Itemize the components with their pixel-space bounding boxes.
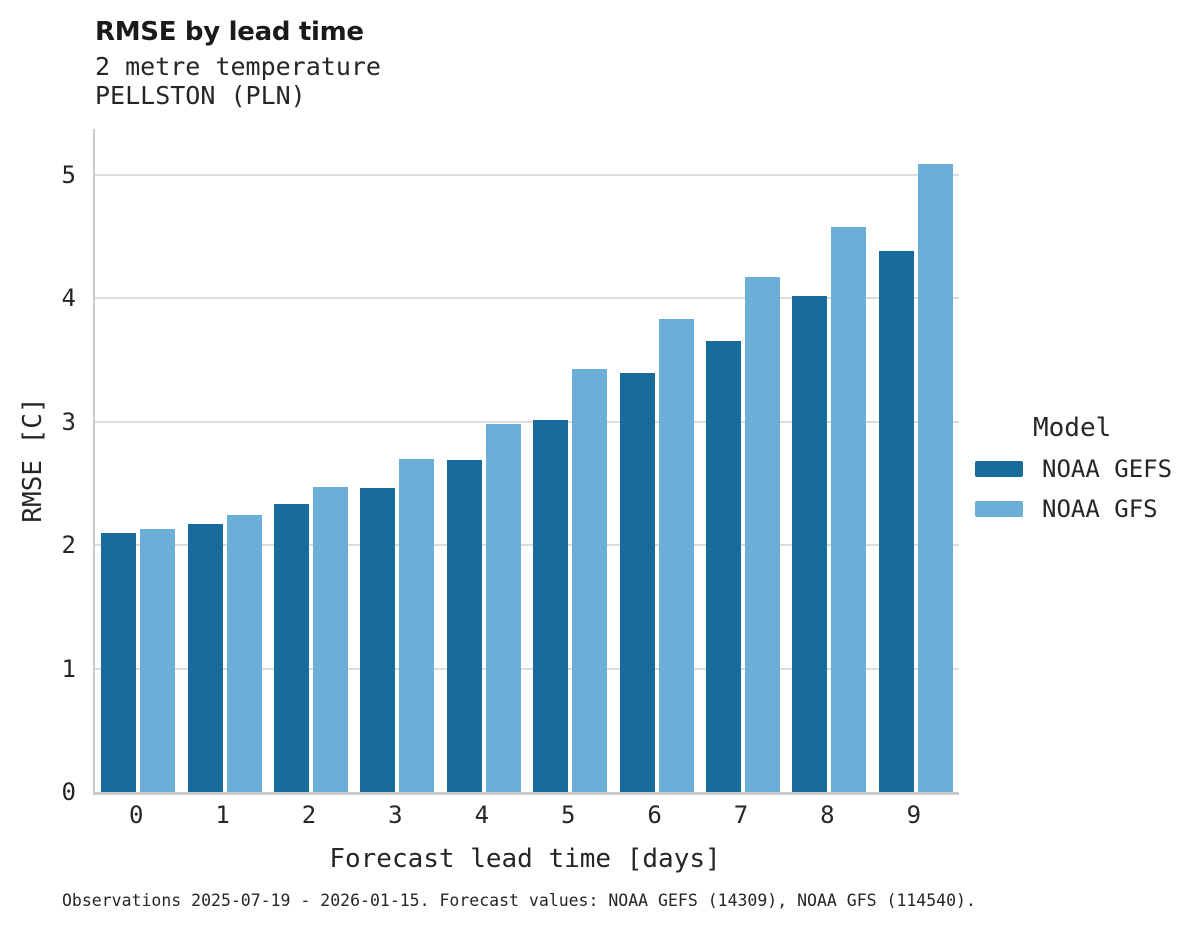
- bar-noaa-gfs-day-0: [140, 529, 176, 792]
- legend-entry-noaa-gefs: NOAA GEFS: [975, 455, 1172, 483]
- bar-noaa-gfs-day-7: [745, 277, 781, 792]
- bar-noaa-gfs-day-2: [313, 487, 349, 792]
- legend-swatch-noaa-gfs: [975, 501, 1023, 517]
- legend-title: Model: [1033, 413, 1112, 443]
- y-tick-label-0: 0: [61, 778, 76, 806]
- bar-group-day-9: [873, 163, 959, 792]
- bar-noaa-gefs-day-7: [706, 341, 742, 792]
- bar-group-day-1: [181, 515, 267, 792]
- chart-title: RMSE by lead time: [95, 17, 364, 47]
- bar-group-day-0: [95, 529, 181, 792]
- y-tick-label-1: 1: [61, 654, 76, 683]
- y-tick-label-2: 2: [61, 531, 76, 560]
- bar-noaa-gfs-day-4: [485, 424, 521, 792]
- bars-layer: [95, 129, 959, 792]
- bar-noaa-gfs-day-8: [831, 226, 867, 792]
- legend-label-noaa-gefs: NOAA GEFS: [1042, 455, 1173, 483]
- x-tick-label-3: 3: [388, 801, 403, 829]
- bar-group-day-6: [613, 319, 699, 792]
- x-tick-label-7: 7: [733, 801, 749, 829]
- bar-noaa-gfs-day-5: [572, 368, 608, 792]
- x-tick-label-9: 9: [906, 801, 922, 829]
- bar-noaa-gefs-day-2: [274, 504, 310, 792]
- bar-group-day-2: [268, 487, 354, 792]
- bar-noaa-gefs-day-0: [101, 532, 137, 792]
- bar-noaa-gfs-day-1: [226, 515, 262, 792]
- bar-noaa-gefs-day-1: [187, 524, 223, 792]
- gridline-y-3: [95, 420, 959, 423]
- chart-subtitle-variable: 2 metre temperature: [95, 52, 381, 81]
- x-tick-label-4: 4: [474, 801, 490, 829]
- x-tick-label-8: 8: [820, 801, 835, 829]
- bar-group-day-5: [527, 368, 613, 792]
- bar-group-day-7: [700, 277, 786, 792]
- bar-group-day-8: [786, 226, 872, 792]
- bar-noaa-gfs-day-6: [658, 319, 694, 792]
- bar-noaa-gfs-day-9: [917, 163, 953, 792]
- y-tick-label-4: 4: [61, 284, 76, 313]
- plot-area: [93, 129, 959, 795]
- y-tick-label-3: 3: [61, 407, 76, 436]
- gridline-y-4: [95, 297, 959, 300]
- bar-noaa-gefs-day-3: [360, 488, 396, 792]
- bar-noaa-gefs-day-4: [446, 459, 482, 792]
- x-tick-label-2: 2: [301, 801, 317, 829]
- bar-noaa-gefs-day-8: [792, 295, 828, 792]
- gridline-y-1: [95, 667, 959, 670]
- gridline-y-5: [95, 173, 959, 176]
- legend-entry-noaa-gfs: NOAA GFS: [975, 495, 1172, 523]
- x-tick-label-6: 6: [647, 801, 662, 829]
- legend: Model NOAA GEFS NOAA GFS: [975, 413, 1172, 523]
- legend-swatch-noaa-gefs: [975, 461, 1023, 477]
- bar-noaa-gefs-day-5: [533, 420, 569, 792]
- x-tick-label-1: 1: [215, 801, 230, 829]
- y-tick-label-5: 5: [61, 160, 76, 189]
- gridline-y-2: [95, 544, 959, 547]
- bar-noaa-gfs-day-3: [399, 458, 435, 792]
- figure-caption: Observations 2025-07-19 - 2026-01-15. Fo…: [62, 891, 976, 910]
- bar-noaa-gefs-day-6: [619, 373, 655, 792]
- legend-label-noaa-gfs: NOAA GFS: [1042, 495, 1158, 523]
- x-axis-label: Forecast lead time [days]: [329, 844, 721, 874]
- bar-noaa-gefs-day-9: [878, 251, 914, 792]
- bar-group-day-3: [354, 458, 440, 792]
- bar-group-day-4: [441, 424, 527, 792]
- chart-subtitle-station: PELLSTON (PLN): [95, 81, 306, 110]
- x-tick-label-5: 5: [560, 801, 576, 829]
- x-tick-label-0: 0: [128, 801, 144, 829]
